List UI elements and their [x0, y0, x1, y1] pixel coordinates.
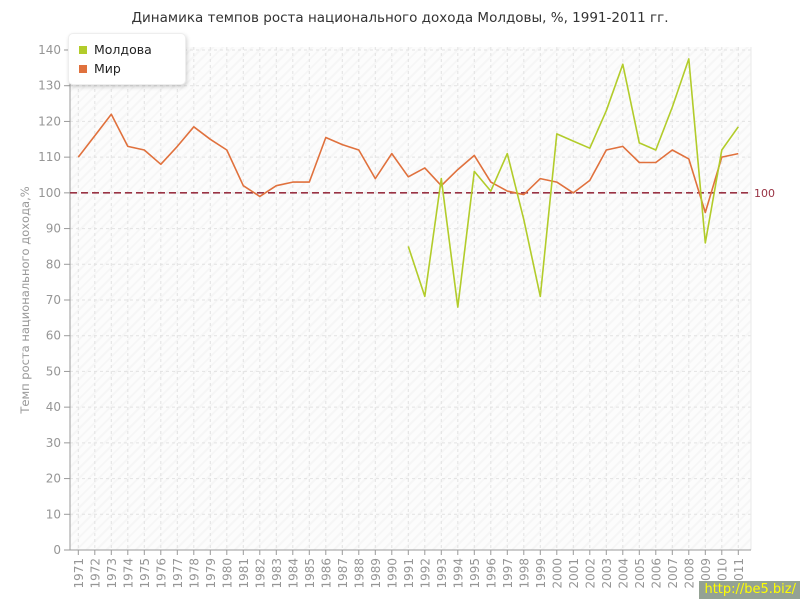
reference-line-label: 100 [754, 187, 775, 200]
x-tick-label: 1977 [171, 558, 185, 589]
x-tick-label: 1996 [484, 558, 498, 589]
x-tick-label: 1985 [303, 558, 317, 589]
mir-series-swatch [79, 64, 87, 73]
x-tick-label: 2008 [682, 558, 696, 589]
x-tick-label: 2002 [583, 558, 597, 589]
x-tick-label: 1978 [187, 558, 201, 589]
x-tick-label: 2004 [616, 558, 630, 589]
x-tick-label: 2007 [666, 558, 680, 589]
x-tick-label: 2005 [633, 558, 647, 589]
x-tick-label: 1987 [336, 558, 350, 589]
x-tick-label: 1980 [220, 558, 234, 589]
legend-item-moldova: Молдова [79, 40, 171, 59]
legend-item-mir: Мир [79, 59, 171, 78]
x-tick-label: 1990 [385, 558, 399, 589]
y-axis-title: Темп роста национального дохода,% [18, 186, 32, 414]
x-tick-label: 1981 [237, 558, 251, 589]
x-tick-label: 2006 [649, 558, 663, 589]
x-tick-label: 1995 [468, 558, 482, 589]
series-line-moldova [407, 58, 739, 308]
y-tick-label: 20 [46, 472, 61, 486]
y-tick-label: 120 [38, 114, 61, 128]
y-tick-label: 10 [46, 507, 61, 521]
x-tick-label: 1976 [154, 558, 168, 589]
x-tick-label: 1992 [418, 558, 432, 589]
x-tick-label: 2000 [550, 558, 564, 589]
y-tick-label: 130 [38, 79, 61, 93]
x-tick-label: 1982 [253, 558, 267, 589]
x-tick-label: 1998 [517, 558, 531, 589]
x-tick-label: 1994 [451, 558, 465, 589]
x-tick-label: 1974 [121, 558, 135, 589]
x-tick-label: 1989 [369, 558, 383, 589]
legend-label-moldova: Молдова [94, 42, 152, 57]
y-tick-label: 80 [46, 257, 61, 271]
y-tick-label: 40 [46, 400, 61, 414]
x-tick-label: 1988 [352, 558, 366, 589]
x-tick-label: 2001 [567, 558, 581, 589]
y-tick-label: 140 [38, 43, 61, 57]
y-tick-label: 110 [38, 150, 61, 164]
y-tick-label: 100 [38, 186, 61, 200]
legend-label-mir: Мир [94, 61, 121, 76]
x-tick-label: 2010 [715, 558, 729, 589]
x-tick-label: 1972 [88, 558, 102, 589]
x-tick-label: 1997 [501, 558, 515, 589]
x-tick-label: 2011 [732, 558, 746, 589]
y-tick-label: 90 [46, 222, 61, 236]
x-tick-label: 1975 [138, 558, 152, 589]
x-tick-label: 1979 [204, 558, 218, 589]
x-tick-label: 1993 [435, 558, 449, 589]
y-tick-label: 0 [53, 543, 61, 557]
legend: Молдова Мир [68, 33, 186, 85]
x-tick-label: 1991 [402, 558, 416, 589]
y-tick-label: 50 [46, 364, 61, 378]
x-tick-label: 1986 [319, 558, 333, 589]
x-tick-label: 1999 [534, 558, 548, 589]
x-tick-label: 1971 [72, 558, 86, 589]
x-tick-label: 1973 [105, 558, 119, 589]
x-tick-label: 2009 [699, 558, 713, 589]
chart-title: Динамика темпов роста национального дохо… [131, 10, 669, 26]
y-tick-label: 70 [46, 293, 61, 307]
moldova-series-swatch [79, 45, 87, 54]
y-tick-label: 60 [46, 329, 61, 343]
watermark-url: http://be5.biz/ [699, 581, 800, 599]
x-tick-label: 1984 [286, 558, 300, 589]
series-line-mir [77, 113, 739, 214]
x-tick-label: 1983 [270, 558, 284, 589]
y-tick-label: 30 [46, 436, 61, 450]
x-tick-label: 2003 [600, 558, 614, 589]
